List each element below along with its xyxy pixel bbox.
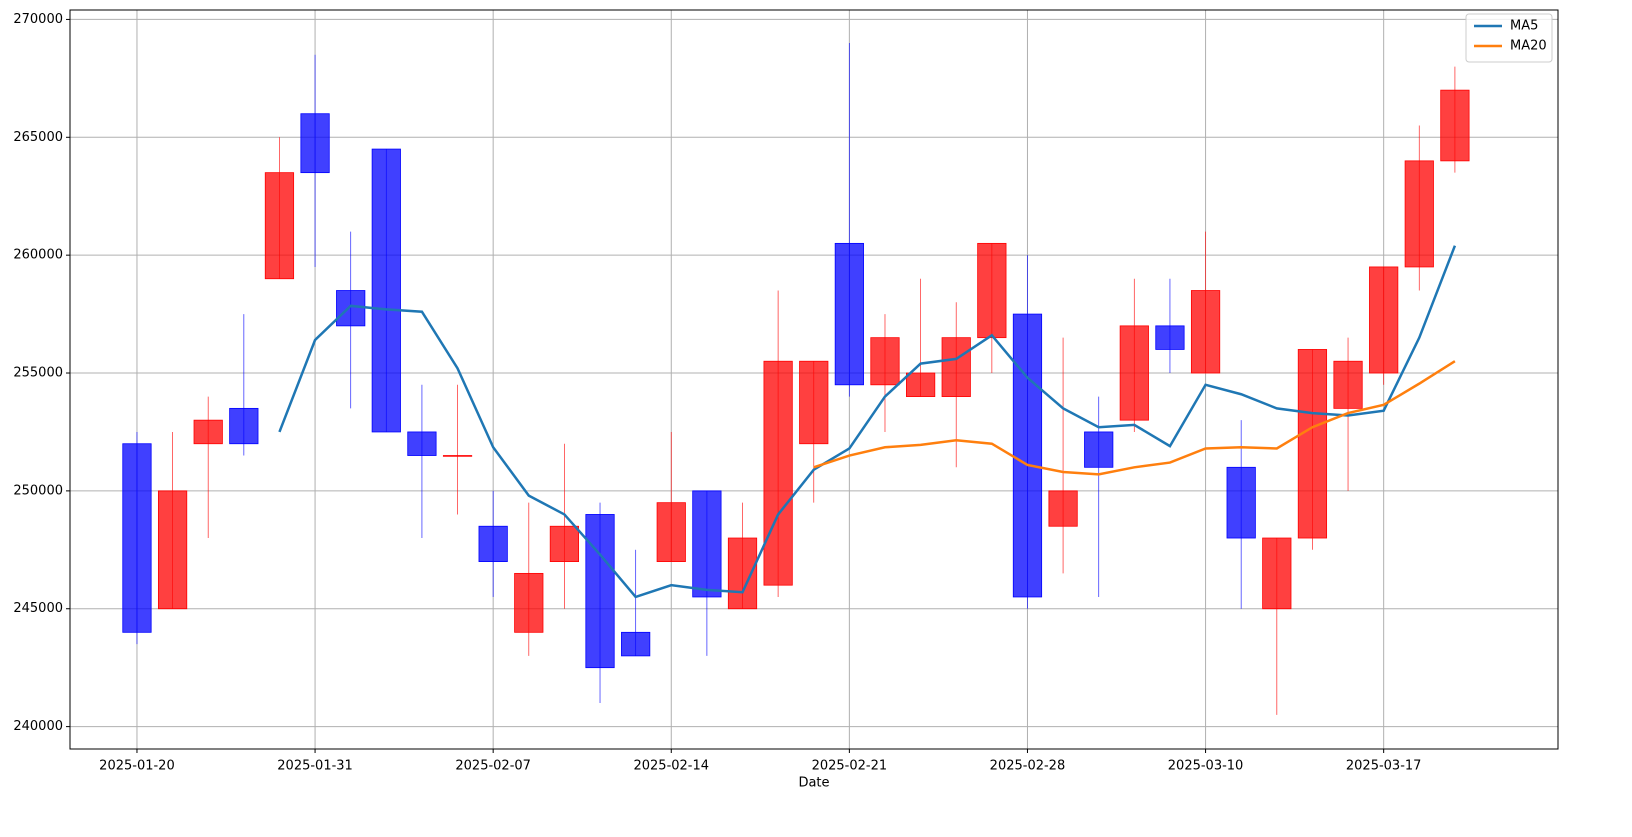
y-tick-label: 260000 xyxy=(13,248,63,263)
candle-body xyxy=(941,337,971,397)
candle-body xyxy=(336,290,366,327)
candle-body xyxy=(549,525,580,562)
candle-body xyxy=(1155,325,1185,350)
candle-body xyxy=(407,431,437,456)
legend-label: MA5 xyxy=(1510,19,1538,34)
candle-body xyxy=(514,572,544,633)
candle-body xyxy=(870,337,900,386)
y-tick-label: 270000 xyxy=(13,12,63,27)
candle-body xyxy=(1119,325,1149,421)
candle-body xyxy=(1404,160,1434,268)
candle-body xyxy=(1084,431,1114,468)
axes-frame xyxy=(69,9,1559,750)
candle-body xyxy=(1012,313,1043,598)
candle-body xyxy=(834,242,864,386)
candle-body xyxy=(264,172,295,280)
x-tick-label: 2025-01-31 xyxy=(277,759,353,774)
candle-body xyxy=(1440,89,1470,162)
candle-body xyxy=(799,360,829,445)
candle-body xyxy=(1369,266,1399,374)
candle-body xyxy=(727,537,758,610)
candle-body xyxy=(763,360,793,586)
x-tick-label: 2025-02-14 xyxy=(633,759,709,774)
candle-body xyxy=(585,514,615,669)
candle-body xyxy=(193,419,223,445)
candle-body xyxy=(1190,290,1221,374)
candle-body xyxy=(229,407,259,445)
x-tick-label: 2025-03-10 xyxy=(1168,759,1244,774)
candle-body xyxy=(1226,466,1256,539)
candle-body xyxy=(977,242,1007,339)
y-tick-label: 240000 xyxy=(13,719,63,734)
candle-body xyxy=(621,631,651,657)
y-tick-label: 250000 xyxy=(13,483,63,498)
ma-line xyxy=(278,245,1457,599)
candle-body xyxy=(692,490,722,598)
candle-body xyxy=(157,490,188,610)
y-tick-label: 245000 xyxy=(13,601,63,616)
x-tick-label: 2025-02-21 xyxy=(812,759,888,774)
plot xyxy=(122,43,1470,715)
candle-body xyxy=(122,443,152,633)
x-tick-label: 2025-01-20 xyxy=(99,759,175,774)
y-tick-label: 255000 xyxy=(13,366,63,381)
candle-body xyxy=(1262,537,1292,610)
candle-body xyxy=(1333,360,1363,409)
candle-body xyxy=(1297,349,1328,539)
candle-body xyxy=(371,148,401,433)
candle-body xyxy=(656,502,686,562)
ma-line xyxy=(813,360,1456,476)
legend: MA5 MA20 xyxy=(1465,13,1553,63)
candle-body xyxy=(442,455,473,457)
candle-body xyxy=(300,113,330,174)
x-axis-label: Date xyxy=(798,776,829,791)
x-tick-label: 2025-02-28 xyxy=(990,759,1066,774)
candle-body xyxy=(1048,490,1078,527)
candle-body xyxy=(478,525,508,562)
candle-body xyxy=(906,372,936,397)
x-tick-label: 2025-02-07 xyxy=(455,759,531,774)
legend-label: MA20 xyxy=(1510,39,1547,54)
y-tick-label: 265000 xyxy=(13,130,63,145)
x-tick-label: 2025-03-17 xyxy=(1346,759,1422,774)
